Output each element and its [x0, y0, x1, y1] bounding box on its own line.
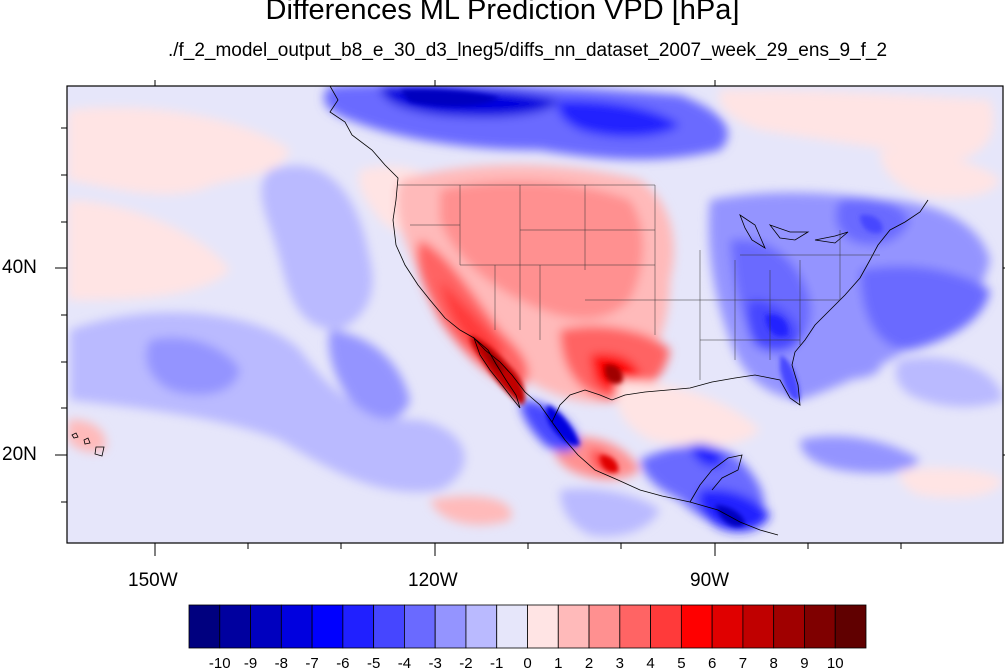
atlantic-positive-region	[880, 150, 1000, 198]
colorbar-box	[434, 604, 467, 649]
map-field	[67, 86, 1003, 543]
colorbar-label: -4	[397, 655, 412, 672]
colorbar-label: 3	[615, 655, 624, 672]
yucatan-coastline	[689, 454, 743, 503]
lon-label-120w: 120W	[408, 570, 458, 591]
colorbar-box	[557, 604, 590, 649]
colorbar-label: 4	[646, 655, 655, 672]
colorbar-box	[804, 604, 836, 649]
lat-label-20n: 20N	[2, 444, 37, 465]
western-us-positive-region	[440, 181, 644, 319]
colorbar-label: 8	[769, 655, 778, 672]
pacific-negative-region	[261, 165, 373, 330]
colorbar-box	[619, 604, 651, 649]
colorbar-box	[496, 604, 528, 649]
pacific-negative-region	[146, 337, 240, 395]
colorbar-box	[342, 604, 375, 649]
axis-ticks	[55, 80, 1005, 556]
state-boundaries	[398, 184, 880, 380]
colorbar-label: 2	[584, 655, 594, 672]
colorbar-box	[650, 604, 682, 649]
northeast-us-negative-core	[860, 214, 883, 234]
colorbar-box	[280, 604, 313, 649]
colorbar-box	[742, 604, 775, 649]
colorbar-box	[188, 604, 221, 649]
colorbar-label: -3	[428, 655, 442, 672]
colorbar-label: -8	[274, 655, 288, 672]
caribbean-negative-region	[800, 436, 920, 473]
colorbar-label: 1	[554, 655, 563, 672]
north-america-west-coastline	[329, 86, 779, 536]
texas-positive-core	[604, 364, 623, 384]
colorbar-label: -2	[459, 655, 473, 672]
colorbar-box	[311, 604, 344, 649]
colorbar-label: -7	[305, 655, 319, 672]
colorbar-box	[250, 604, 282, 649]
colorbar-box	[588, 604, 621, 649]
colorbar-label: 10	[826, 655, 844, 672]
gulf-of-mexico-coastline	[551, 199, 929, 423]
coastlines	[71, 86, 929, 536]
tropical-atlantic-positive-region	[899, 468, 1003, 498]
florida-negative-core	[780, 355, 800, 401]
chart-title: Differences ML Prediction VPD [hPa]	[265, 0, 740, 26]
colorbar-box	[373, 604, 405, 649]
pacific-negative-region	[328, 330, 410, 419]
hawaii-positive-region	[68, 419, 106, 452]
colorbar-box	[404, 604, 436, 649]
colorbar-box	[773, 604, 805, 649]
mexico-negative-core	[545, 405, 580, 446]
colorbar-box	[834, 604, 867, 649]
atlantic-negative-region	[895, 357, 1003, 407]
colorbar-label: 7	[738, 655, 748, 672]
southern-plains-positive-region	[616, 380, 760, 447]
colorbar	[188, 604, 867, 649]
great-lakes-outline	[739, 213, 849, 250]
southeast-us-negative-core	[765, 314, 789, 337]
central-america-negative-core	[715, 505, 745, 527]
hawaii-coastline	[71, 432, 105, 457]
baja-california-coastline	[473, 336, 521, 409]
colorbar-label: 5	[677, 655, 686, 672]
colorbar-label: 0	[523, 655, 532, 672]
colorbar-box	[465, 604, 498, 649]
northern-positive-region	[719, 89, 994, 160]
colorbar-label: -5	[366, 655, 381, 672]
tropical-pacific-positive-region	[450, 498, 486, 522]
northern-negative-core	[400, 89, 500, 107]
tropical-pacific-negative-region	[560, 488, 660, 537]
lat-label-40n: 40N	[2, 257, 37, 278]
colorbar-box	[711, 604, 744, 649]
colorbar-box	[527, 604, 559, 649]
pacific-positive-region	[68, 107, 290, 195]
northern-negative-region	[558, 100, 680, 137]
chart-subtitle: ./f_2_model_output_b8_e_30_d3_lneg5/diff…	[167, 40, 888, 61]
lon-label-90w: 90W	[690, 570, 730, 591]
atlantic-negative-region	[812, 330, 880, 379]
colorbar-label: 6	[707, 655, 717, 672]
colorbar-label: -10	[208, 655, 231, 672]
colorbar-label: -1	[490, 655, 504, 672]
mexico-positive-core	[600, 455, 619, 473]
lon-label-150w: 150W	[128, 570, 178, 591]
colorbar-box	[680, 604, 713, 649]
colorbar-box	[219, 604, 251, 649]
colorbar-label: -9	[243, 655, 258, 672]
central-america-negative-region	[690, 443, 723, 467]
atlantic-negative-region	[860, 266, 990, 350]
western-us-positive-region	[440, 280, 502, 361]
pacific-positive-region	[68, 200, 230, 300]
colorbar-label: 9	[800, 655, 809, 672]
colorbar-label: -6	[336, 655, 350, 672]
